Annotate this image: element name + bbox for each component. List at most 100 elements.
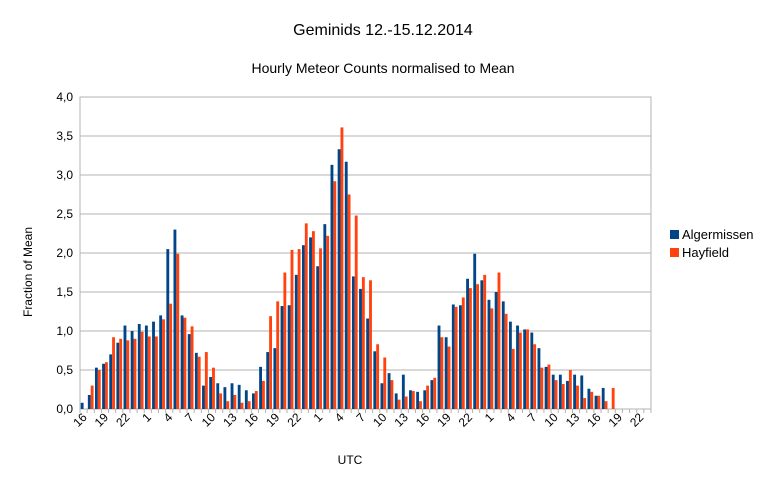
- bar-algermissen-36: [337, 149, 341, 409]
- bar-algermissen-12: [166, 249, 170, 409]
- bar-hayfield-34: [326, 235, 330, 409]
- x-tick-label: 4: [503, 410, 518, 425]
- bar-hayfield-6: [126, 340, 130, 409]
- bar-algermissen-65: [544, 366, 548, 409]
- bar-algermissen-53: [459, 305, 462, 409]
- bar-algermissen-11: [159, 315, 163, 409]
- bar-algermissen-69: [573, 374, 577, 409]
- bar-hayfield-58: [497, 272, 501, 409]
- bar-hayfield-60: [511, 348, 515, 409]
- x-tick-label: 7: [525, 410, 540, 425]
- legend-label-algermissen: Algermissen: [682, 227, 754, 242]
- bar-hayfield-49: [433, 377, 437, 409]
- bar-hayfield-66: [554, 380, 558, 409]
- bar-hayfield-50: [440, 337, 444, 409]
- bar-algermissen-5: [116, 342, 120, 409]
- bar-hayfield-25: [262, 380, 265, 409]
- bar-algermissen-19: [216, 383, 220, 409]
- legend-label-hayfield: Hayfield: [682, 245, 729, 260]
- bar-algermissen-58: [494, 292, 498, 409]
- bar-algermissen-29: [287, 305, 291, 409]
- bar-hayfield-28: [283, 272, 287, 409]
- bar-algermissen-34: [323, 224, 327, 409]
- bar-algermissen-25: [259, 366, 263, 409]
- bar-algermissen-9: [144, 325, 148, 409]
- bar-algermissen-45: [401, 374, 405, 409]
- bar-algermissen-33: [316, 266, 320, 409]
- bar-algermissen-20: [223, 387, 227, 409]
- bar-hayfield-16: [197, 356, 201, 409]
- bar-hayfield-10: [154, 336, 158, 409]
- bar-hayfield-4: [112, 337, 115, 409]
- bar-algermissen-49: [430, 380, 434, 409]
- bar-algermissen-55: [473, 253, 477, 409]
- bar-algermissen-50: [437, 325, 441, 409]
- bar-hayfield-57: [490, 308, 494, 409]
- bar-algermissen-51: [444, 337, 448, 409]
- bar-hayfield-33: [319, 248, 322, 409]
- bar-hayfield-21: [233, 394, 237, 409]
- bar-algermissen-66: [551, 374, 555, 409]
- bar-hayfield-2: [97, 370, 101, 409]
- bar-hayfield-43: [390, 380, 394, 409]
- bar-hayfield-3: [104, 362, 108, 409]
- bar-algermissen-68: [566, 380, 569, 409]
- bar-algermissen-70: [580, 375, 584, 409]
- bar-algermissen-13: [173, 229, 177, 409]
- y-tick-label: 2,5: [56, 207, 73, 221]
- bar-algermissen-4: [109, 354, 113, 409]
- bar-algermissen-0: [80, 402, 84, 409]
- bar-hayfield-72: [597, 395, 601, 409]
- bar-hayfield-48: [426, 385, 430, 409]
- bar-hayfield-13: [176, 253, 180, 409]
- bar-hayfield-42: [383, 357, 387, 409]
- bar-hayfield-44: [397, 399, 401, 409]
- bar-algermissen-71: [587, 388, 591, 409]
- y-tick-label: 3,5: [56, 129, 73, 143]
- chart-subtitle: Hourly Meteor Counts normalised to Mean: [251, 60, 514, 76]
- bar-algermissen-37: [344, 161, 348, 409]
- bar-hayfield-53: [461, 297, 465, 409]
- bar-hayfield-74: [611, 387, 615, 409]
- bar-algermissen-46: [409, 390, 412, 409]
- legend-swatch-hayfield: [670, 248, 679, 257]
- bar-hayfield-27: [276, 301, 280, 409]
- bar-algermissen-15: [187, 334, 191, 409]
- bar-algermissen-2: [94, 367, 98, 409]
- bar-algermissen-52: [451, 304, 455, 409]
- bar-hayfield-22: [240, 402, 244, 409]
- bar-hayfield-37: [347, 194, 351, 409]
- bar-algermissen-38: [351, 276, 355, 409]
- bar-hayfield-41: [376, 344, 380, 409]
- bar-hayfield-39: [361, 277, 365, 409]
- bar-algermissen-67: [558, 374, 562, 409]
- bar-algermissen-24: [252, 393, 255, 409]
- bar-hayfield-26: [269, 316, 272, 409]
- bar-algermissen-72: [594, 395, 598, 409]
- bar-algermissen-3: [102, 363, 105, 409]
- bar-algermissen-32: [309, 237, 312, 409]
- x-axis-label: UTC: [338, 453, 363, 467]
- bar-hayfield-59: [504, 313, 508, 409]
- bars: [80, 127, 615, 410]
- bar-algermissen-1: [87, 394, 91, 409]
- bar-algermissen-30: [294, 274, 298, 409]
- bar-hayfield-62: [526, 329, 529, 409]
- chart-title: Geminids 12.-15.12.2014: [293, 22, 473, 39]
- bar-algermissen-16: [194, 352, 198, 409]
- bar-hayfield-14: [183, 317, 187, 409]
- x-tick-label: 1: [482, 410, 497, 425]
- bar-hayfield-30: [297, 249, 301, 409]
- bar-algermissen-41: [373, 351, 377, 409]
- bar-algermissen-22: [237, 384, 241, 409]
- bar-algermissen-21: [230, 383, 234, 409]
- bar-algermissen-59: [501, 301, 505, 409]
- bar-hayfield-47: [419, 401, 422, 409]
- bar-hayfield-1: [90, 385, 94, 409]
- y-axis-label: Fraction of Mean: [21, 227, 35, 317]
- bar-hayfield-46: [411, 391, 415, 409]
- bar-algermissen-47: [416, 391, 420, 409]
- bar-hayfield-29: [290, 249, 294, 409]
- bar-algermissen-6: [123, 325, 127, 409]
- bar-algermissen-14: [180, 315, 184, 409]
